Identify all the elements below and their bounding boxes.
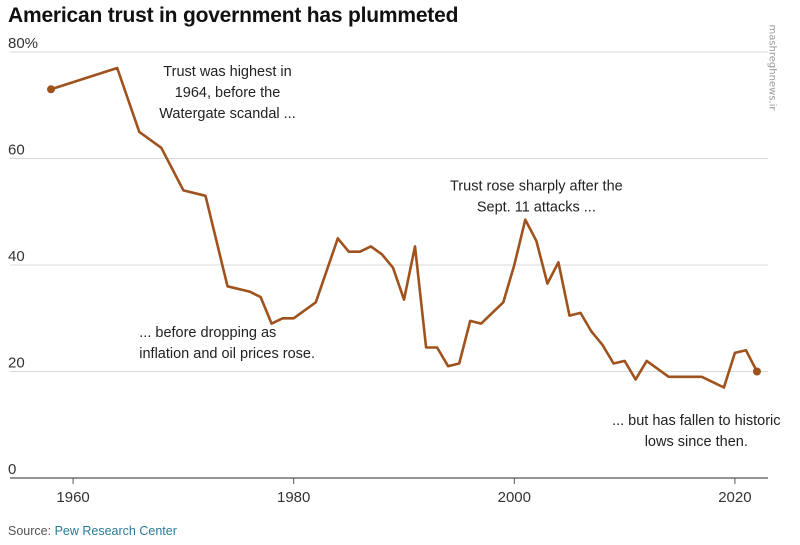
annotation: ... but has fallen to historic lows since…	[612, 413, 780, 450]
annotation-line: Sept. 11 attacks ...	[477, 199, 596, 215]
x-tick-label: 1960	[56, 489, 89, 506]
annotation-line: 1964, before the	[175, 85, 281, 101]
source-note: Source: Pew Research Center	[8, 524, 177, 538]
watermark: mashreghnews.ir	[752, 10, 792, 125]
series-end-point	[752, 367, 761, 376]
annotation: Trust was highest in 1964, before the Wate…	[159, 64, 295, 122]
annotation-line: Trust rose sharply after the	[450, 178, 623, 194]
annotation-line: ... but has fallen to historic	[612, 413, 780, 429]
y-tick-label: 20	[8, 355, 25, 372]
annotation-line: inflation and oil prices rose.	[139, 346, 315, 362]
y-tick-label: 0	[8, 461, 16, 478]
y-tick-label: 80%	[8, 35, 38, 52]
series-start-point	[47, 85, 56, 94]
annotation: Trust rose sharply after the Sept. 11 att…	[450, 178, 623, 215]
annotation-line: lows since then.	[645, 434, 748, 450]
watermark-text: mashreghnews.ir	[766, 24, 778, 111]
annotation-line: ... before dropping as	[139, 325, 276, 341]
source-prefix: Source:	[8, 524, 52, 538]
x-tick-label: 2020	[718, 489, 751, 506]
series-line	[49, 66, 759, 389]
annotation-line: Trust was highest in	[163, 64, 291, 80]
y-tick-label: 40	[8, 248, 25, 265]
x-tick-label: 1980	[277, 489, 310, 506]
annotation: ... before dropping as inflation and oil …	[139, 325, 315, 362]
source-link[interactable]: Pew Research Center	[54, 524, 177, 538]
annotation-line: Watergate scandal ...	[159, 106, 295, 122]
chart-title: American trust in government has plummet…	[8, 4, 459, 27]
x-tick-label: 2000	[498, 489, 531, 506]
y-tick-label: 60	[8, 142, 25, 159]
